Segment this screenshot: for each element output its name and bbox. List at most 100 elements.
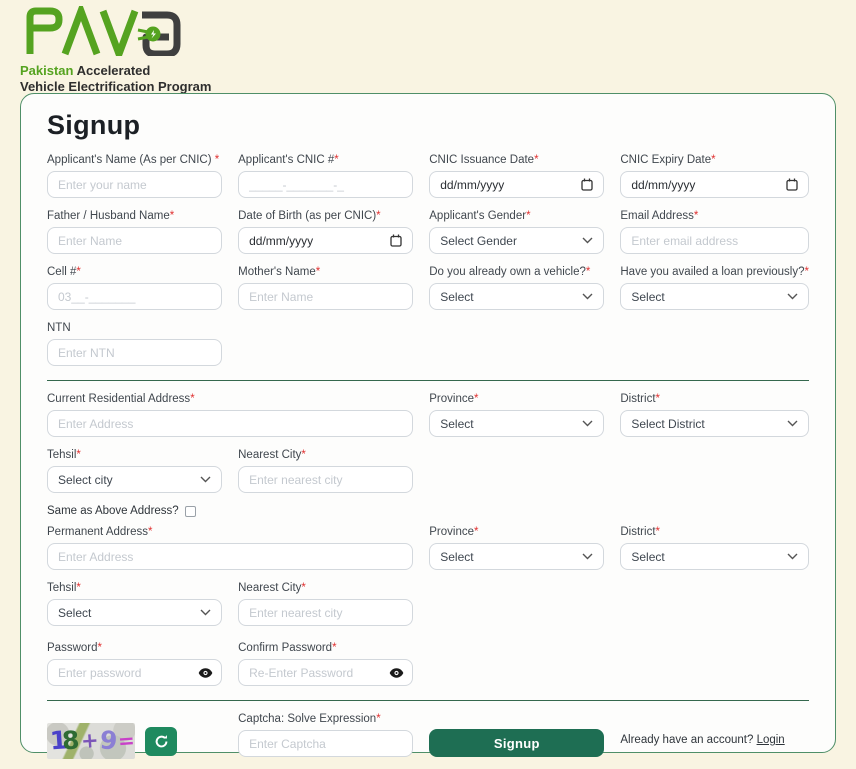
current-province-select[interactable]: Select — [429, 410, 605, 437]
field-father-husband-name: Father / Husband Name* — [47, 210, 223, 254]
password-input[interactable] — [47, 659, 223, 686]
pave-wordmark-icon — [26, 0, 181, 65]
field-mother-name: Mother's Name* — [238, 266, 414, 310]
field-permanent-nearest-city: Nearest City* — [238, 582, 414, 626]
calendar-icon[interactable] — [581, 178, 594, 191]
field-permanent-address: Permanent Address* — [47, 526, 414, 570]
father-husband-input[interactable] — [47, 227, 223, 254]
confirm-password-input[interactable] — [238, 659, 414, 686]
field-availed-loan: Have you availed a loan previously?* Sel… — [620, 266, 809, 310]
field-captcha: Captcha: Solve Expression* — [238, 713, 414, 757]
field-cnic-expiry-date: CNIC Expiry Date* dd/mm/yyyy — [620, 154, 809, 198]
permanent-tehsil-select[interactable]: Select — [47, 599, 223, 626]
field-current-district: District* Select District — [620, 393, 809, 437]
confirm-password-label: Confirm Password* — [238, 642, 337, 654]
current-address-label: Current Residential Address* — [47, 393, 195, 405]
current-province-label: Province* — [429, 393, 479, 405]
refresh-captcha-button[interactable] — [145, 726, 177, 756]
father-husband-label: Father / Husband Name* — [47, 210, 175, 222]
field-permanent-tehsil: Tehsil* Select — [47, 582, 223, 626]
current-tehsil-select[interactable]: Select city — [47, 466, 223, 493]
field-cnic: Applicant's CNIC #* — [238, 154, 414, 198]
chevron-down-icon — [200, 609, 211, 616]
mother-name-label: Mother's Name* — [238, 266, 321, 278]
current-nearest-city-input[interactable] — [238, 466, 414, 493]
field-ntn: NTN — [47, 322, 223, 366]
dob-date-input[interactable]: dd/mm/yyyy — [238, 227, 414, 254]
permanent-province-label: Province* — [429, 526, 479, 538]
calendar-icon[interactable] — [786, 178, 798, 191]
cnic-input[interactable] — [238, 171, 414, 198]
chevron-down-icon — [787, 420, 798, 427]
chevron-down-icon — [582, 553, 593, 560]
login-link[interactable]: Login — [756, 734, 785, 746]
permanent-district-select[interactable]: Select — [620, 543, 809, 570]
same-address-row: Same as Above Address? — [47, 505, 809, 517]
current-district-label: District* — [620, 393, 660, 405]
permanent-province-select[interactable]: Select — [429, 543, 605, 570]
chevron-down-icon — [787, 293, 798, 300]
permanent-address-input[interactable] — [47, 543, 414, 570]
brand-text: Pakistan Accelerated Vehicle Electrifica… — [20, 63, 211, 95]
chevron-down-icon — [200, 476, 211, 483]
current-tehsil-label: Tehsil* — [47, 449, 81, 461]
eye-icon[interactable] — [389, 667, 404, 678]
permanent-address-label: Permanent Address* — [47, 526, 153, 538]
cnic-expiry-date-input[interactable]: dd/mm/yyyy — [620, 171, 809, 198]
captcha-input[interactable] — [238, 730, 414, 757]
permanent-district-label: District* — [620, 526, 660, 538]
signup-button-cell: Signup — [429, 713, 605, 769]
signup-button[interactable]: Signup — [429, 729, 605, 757]
permanent-nearest-city-label: Nearest City* — [238, 582, 306, 594]
permanent-tehsil-label: Tehsil* — [47, 582, 81, 594]
brand-line1: Pakistan Accelerated — [20, 63, 151, 78]
chevron-down-icon — [582, 237, 593, 244]
eye-icon[interactable] — [198, 667, 213, 678]
current-district-select[interactable]: Select District — [620, 410, 809, 437]
current-address-input[interactable] — [47, 410, 414, 437]
cnic-expiry-label: CNIC Expiry Date* — [620, 154, 716, 166]
field-confirm-password: Confirm Password* — [238, 642, 414, 686]
calendar-icon[interactable] — [390, 234, 402, 247]
current-nearest-city-label: Nearest City* — [238, 449, 306, 461]
ntn-input[interactable] — [47, 339, 223, 366]
mother-name-input[interactable] — [238, 283, 414, 310]
page-title: Signup — [47, 110, 141, 140]
ntn-label: NTN — [47, 322, 71, 334]
captcha-label: Captcha: Solve Expression* — [238, 713, 381, 725]
field-cnic-issuance-date: CNIC Issuance Date* dd/mm/yyyy — [429, 154, 605, 198]
own-vehicle-select[interactable]: Select — [429, 283, 605, 310]
field-date-of-birth: Date of Birth (as per CNIC)* dd/mm/yyyy — [238, 210, 414, 254]
applicant-name-input[interactable] — [47, 171, 223, 198]
gender-select[interactable]: Select Gender — [429, 227, 605, 254]
same-address-checkbox[interactable] — [184, 505, 196, 517]
signup-card: Signup Applicant's Name (As per CNIC) * … — [20, 93, 836, 759]
login-prompt-text: Already have an account? — [620, 734, 757, 746]
chevron-down-icon — [582, 293, 593, 300]
cnic-issuance-date-input[interactable]: dd/mm/yyyy — [429, 171, 605, 198]
section-divider — [47, 700, 809, 701]
field-email: Email Address* — [620, 210, 809, 254]
chevron-down-icon — [582, 420, 593, 427]
gender-label: Applicant's Gender* — [429, 210, 531, 222]
brand-line2: Vehicle Electrification Program — [20, 79, 212, 94]
field-own-vehicle: Do you already own a vehicle?* Select — [429, 266, 605, 310]
chevron-down-icon — [787, 553, 798, 560]
login-prompt: Already have an account? Login — [620, 734, 809, 769]
field-permanent-province: Province* Select — [429, 526, 605, 570]
captcha-area: 1 8 + 9 = — [47, 713, 222, 769]
cnic-label: Applicant's CNIC #* — [238, 154, 339, 166]
availed-loan-label: Have you availed a loan previously?* — [620, 266, 809, 278]
field-applicant-name: Applicant's Name (As per CNIC) * — [47, 154, 223, 198]
applicant-name-label: Applicant's Name (As per CNIC) * — [47, 154, 220, 166]
availed-loan-select[interactable]: Select — [620, 283, 809, 310]
captcha-image: 1 8 + 9 = — [47, 723, 135, 759]
cell-input[interactable] — [47, 283, 223, 310]
field-current-address: Current Residential Address* — [47, 393, 414, 437]
email-label: Email Address* — [620, 210, 699, 222]
permanent-nearest-city-input[interactable] — [238, 599, 414, 626]
plug-icon — [137, 26, 161, 42]
own-vehicle-label: Do you already own a vehicle?* — [429, 266, 591, 278]
email-input[interactable] — [620, 227, 809, 254]
